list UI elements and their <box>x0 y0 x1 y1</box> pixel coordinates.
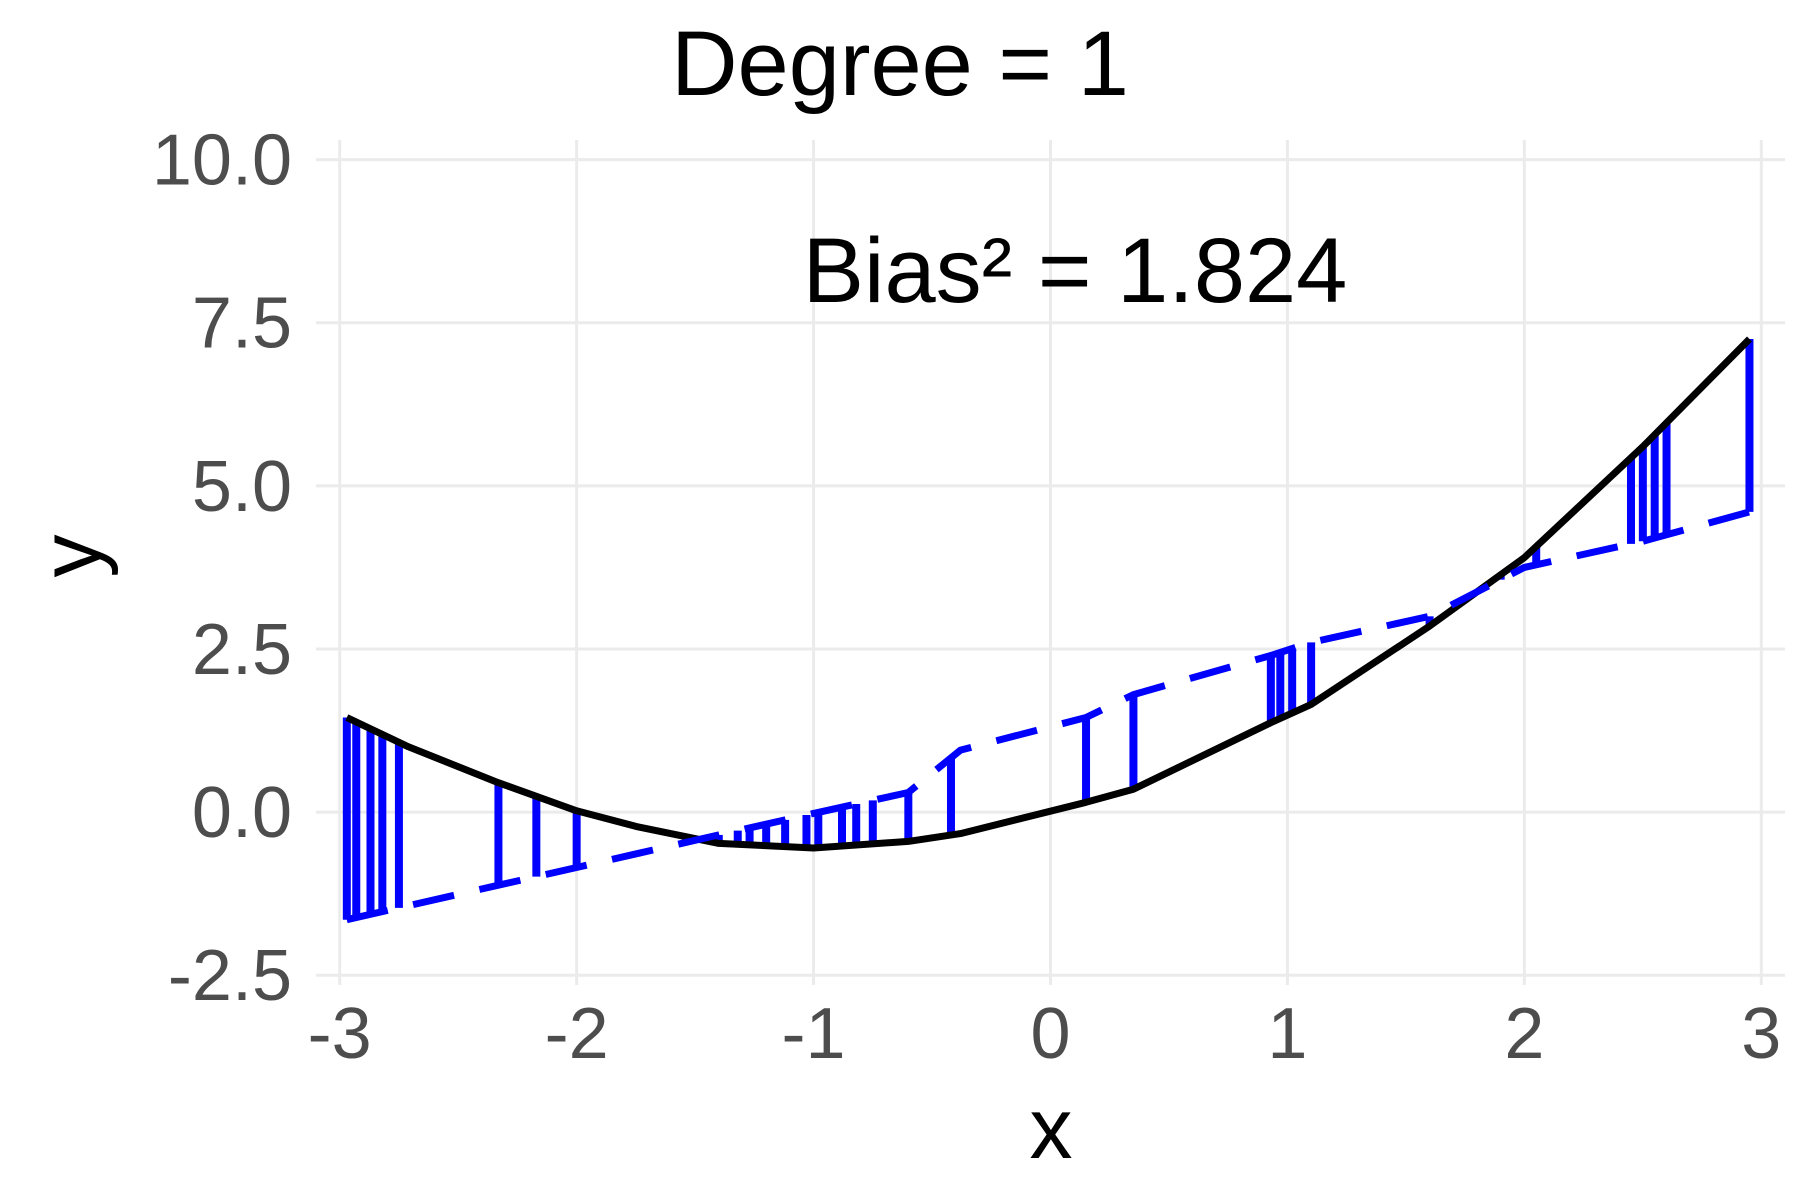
x-tick-label: 2 <box>1504 994 1544 1074</box>
plot-area <box>342 336 1754 924</box>
grid <box>316 140 1785 985</box>
x-tick-label: -1 <box>782 994 846 1074</box>
y-tick-label: 7.5 <box>192 284 292 364</box>
y-tick-label: 5.0 <box>192 447 292 527</box>
true-curve <box>345 336 1752 852</box>
y-axis-title: y <box>23 535 119 578</box>
bias-annotation: Bias² = 1.824 <box>803 220 1348 322</box>
x-axis-ticks: -3 -2 -1 0 1 2 3 <box>308 994 1782 1074</box>
y-tick-label: 10.0 <box>152 121 292 201</box>
x-tick-label: 1 <box>1267 994 1307 1074</box>
x-tick-label: 3 <box>1741 994 1781 1074</box>
y-tick-label: 2.5 <box>192 610 292 690</box>
chart-title: Degree = 1 <box>671 13 1129 115</box>
fitted-line <box>346 508 1751 924</box>
y-tick-label: -2.5 <box>168 936 292 1016</box>
x-tick-label: -2 <box>545 994 609 1074</box>
x-tick-label: 0 <box>1030 994 1070 1074</box>
y-tick-label: 0.0 <box>192 773 292 853</box>
y-axis-ticks: -2.5 0.0 2.5 5.0 7.5 10.0 <box>152 121 292 1017</box>
x-axis-title: x <box>1030 1081 1073 1177</box>
x-tick-label: -3 <box>308 994 372 1074</box>
